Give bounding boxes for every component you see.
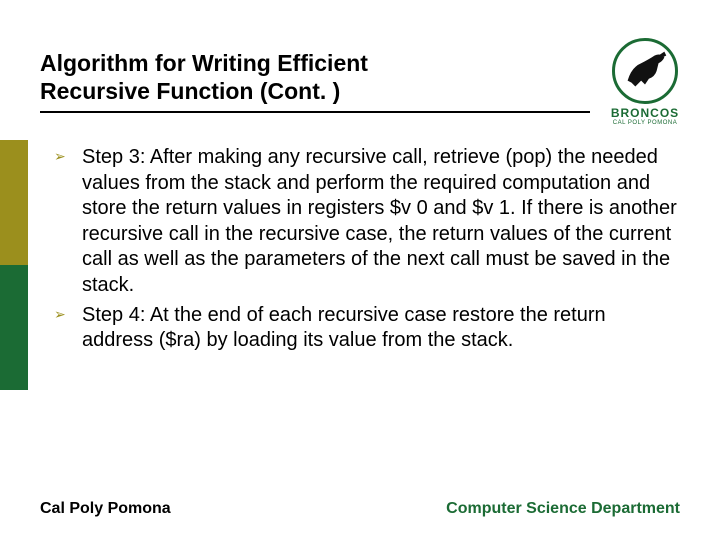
list-item: Step 3: After making any recursive call,… [50,145,680,299]
footer-left: Cal Poly Pomona [40,500,171,518]
slide-footer: Cal Poly Pomona Computer Science Departm… [40,500,680,518]
slide-body: Step 3: After making any recursive call,… [50,145,680,358]
school-logo: BRONCOS CAL POLY POMONA [600,38,690,126]
left-bar-green [0,265,28,390]
footer-right: Computer Science Department [446,500,680,518]
bronco-icon [612,38,678,104]
title-line-1: Algorithm for Writing Efficient [40,50,368,76]
list-item: Step 4: At the end of each recursive cas… [50,303,680,354]
logo-subname: CAL POLY POMONA [600,120,690,126]
title-underline [40,111,590,113]
left-bar-olive [0,140,28,265]
slide-header: Algorithm for Writing Efficient Recursiv… [40,50,590,113]
slide-title: Algorithm for Writing Efficient Recursiv… [40,50,590,105]
left-accent-bar [0,140,28,390]
title-line-2: Recursive Function (Cont. ) [40,78,340,104]
bullet-list: Step 3: After making any recursive call,… [50,145,680,354]
logo-name: BRONCOS [600,106,690,120]
